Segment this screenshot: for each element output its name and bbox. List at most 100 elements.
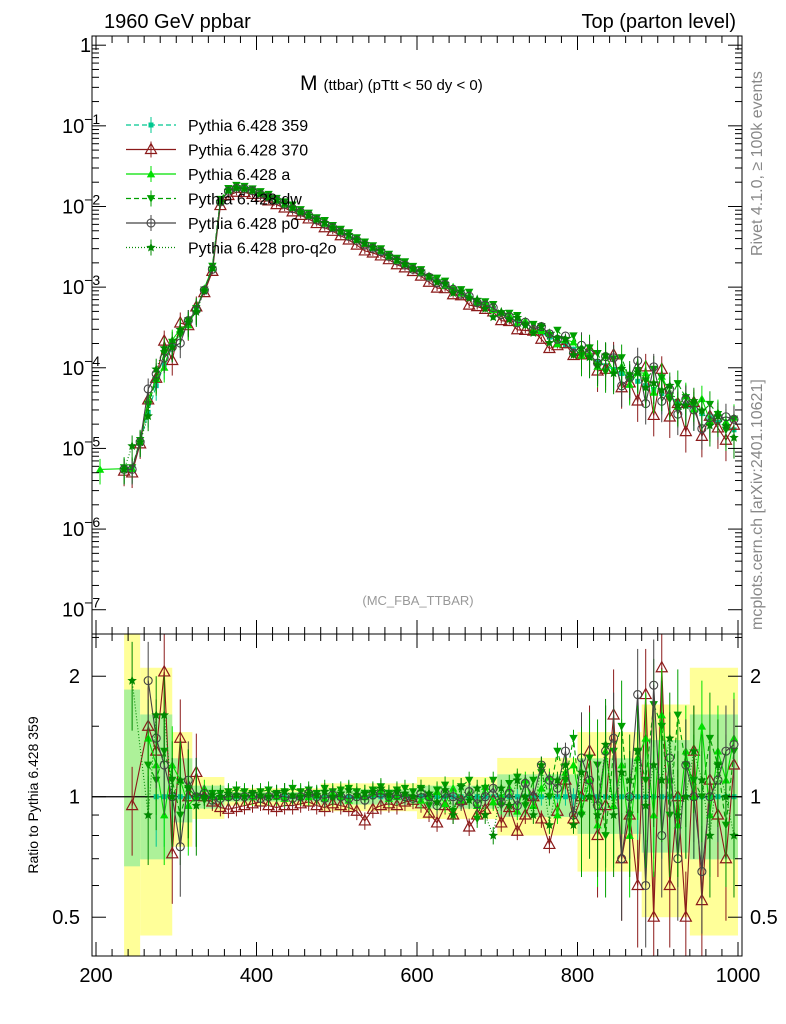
- ratio-point-2-53: [569, 760, 578, 769]
- ratio-point-5-39: [448, 810, 458, 820]
- series-point-4-76: [729, 414, 739, 424]
- ratio-point-3-47: [521, 802, 530, 810]
- series-point-1-64: [631, 393, 645, 406]
- series-point-1-41: [446, 287, 460, 300]
- ratio-point-4-39: [456, 797, 466, 807]
- ratio-tick-label-left-2: 2: [69, 666, 80, 688]
- ratio-point-5-30: [376, 783, 386, 793]
- series-point-5-69: [673, 400, 683, 410]
- legend: Pythia 6.428 359 Pythia 6.428 370 Pythia 6…: [126, 117, 337, 258]
- ratio-point-5-71: [705, 830, 715, 840]
- series-point-5-39: [432, 277, 442, 287]
- series-point-3-73: [705, 400, 715, 409]
- ratio-point-4-61: [633, 689, 643, 700]
- ratio-point-5-73: [721, 791, 731, 801]
- watermark: (MC_FBA_TTBAR): [362, 593, 473, 608]
- ratio-point-1-18: [278, 798, 292, 811]
- ratio-point-5-45: [496, 783, 506, 793]
- series-point-5-10: [199, 285, 210, 295]
- series-point-1-47: [494, 313, 508, 326]
- ratio-point-5-64: [649, 760, 659, 770]
- ratio-point-4-41: [472, 799, 482, 809]
- ratio-point-5-38: [440, 784, 450, 794]
- series-point-5-23: [303, 210, 314, 220]
- ratio-point-5-8: [199, 791, 210, 801]
- ratio-point-5-27: [352, 790, 362, 799]
- series-point-5-31: [368, 242, 378, 252]
- series-point-5-24: [311, 214, 322, 224]
- ratio-point-1-37: [430, 815, 444, 828]
- ratio-point-0-52: [570, 794, 576, 800]
- legend-label-2: Pythia 6.428 a: [188, 167, 290, 184]
- ratio-point-5-26: [344, 784, 354, 794]
- ratio-point-5-12: [231, 790, 242, 799]
- series-point-5-21: [287, 202, 298, 212]
- ratio-point-1-14: [245, 796, 260, 809]
- series-point-5-1: [127, 441, 137, 450]
- legend-marker-5: [146, 242, 156, 252]
- series-point-1-22: [294, 208, 308, 221]
- series-point-5-5: [159, 343, 169, 352]
- series-point-5-60: [600, 350, 611, 360]
- ratio-point-5-0: [127, 675, 137, 685]
- legend-label-5: Pythia 6.428 pro-q2o: [188, 241, 337, 258]
- ratio-point-4-58: [609, 733, 619, 743]
- legend-marker-2: [146, 169, 156, 178]
- ratio-tick-label-right-1: 1: [750, 787, 761, 809]
- ratio-point-3-66: [673, 711, 683, 720]
- series-point-5-34: [392, 255, 402, 265]
- series-point-5-48: [504, 314, 514, 324]
- series-point-5-74: [713, 411, 723, 421]
- rivet-label: Rivet 4.1.0, ≥ 100k events: [749, 71, 766, 256]
- series-point-3-51: [529, 320, 538, 329]
- series-point-1-38: [422, 274, 436, 287]
- ratio-point-1-16: [262, 798, 276, 811]
- ratio-point-5-22: [311, 790, 322, 799]
- legend-entry-3: Pythia 6.428 dw: [126, 190, 302, 209]
- ratio-point-1-50: [534, 811, 548, 824]
- ratio-point-3-57: [601, 832, 610, 840]
- series-ratio-5: [127, 641, 739, 898]
- x-tick-label-4: 1000: [716, 965, 761, 987]
- ratio-point-5-14: [247, 788, 258, 798]
- ratio-point-3-40: [464, 776, 474, 785]
- ratio-point-1-51: [542, 837, 556, 850]
- series-point-5-36: [408, 264, 418, 273]
- series-point-5-3: [143, 411, 153, 421]
- series-point-1-54: [550, 338, 564, 351]
- series-point-3-48: [505, 309, 514, 318]
- series-point-1-21: [286, 204, 300, 217]
- ratio-point-5-46: [504, 800, 514, 810]
- legend-entry-0: Pythia 6.428 359: [126, 117, 308, 135]
- ratio-point-1-19: [286, 798, 300, 811]
- plot-title-sub: (ttbar) (pTtt < 50 dy < 0): [324, 77, 483, 94]
- ratio-point-1-48: [518, 807, 532, 820]
- x-tick-label-1: 400: [240, 965, 273, 987]
- legend-label-0: Pythia 6.428 359: [188, 118, 308, 135]
- ratio-point-5-2: [151, 710, 161, 720]
- ratio-point-1-41: [462, 819, 476, 832]
- legend-marker-0: [148, 122, 154, 128]
- series-point-4-53: [544, 329, 554, 339]
- plot-title: M (ttbar) (pTtt < 50 dy < 0): [300, 72, 483, 95]
- series-point-4-1: [127, 464, 137, 474]
- ratio-panel: 200 400 600 800 1000 0.5 0.5 1 1 2 2 Ratio to Pyth…: [25, 633, 778, 987]
- ratio-tick-label-left-1: 1: [69, 787, 80, 809]
- series-point-5-30: [360, 238, 370, 248]
- ratio-tick-label-right-0: 0.5: [750, 907, 778, 929]
- series-point-5-4: [151, 364, 161, 374]
- ratio-point-5-56: [584, 791, 595, 801]
- plot-title-main: M: [300, 72, 318, 95]
- ratio-point-5-17: [271, 788, 282, 798]
- series-point-5-56: [568, 349, 579, 359]
- ratio-point-5-54: [568, 820, 579, 829]
- ratio-point-5-15: [255, 790, 266, 799]
- ratio-point-3-64: [657, 722, 666, 731]
- series-point-1-43: [462, 297, 476, 310]
- header-right: Top (parton level): [581, 11, 736, 33]
- ratio-point-5-10: [215, 791, 226, 801]
- ratio-point-5-65: [657, 775, 667, 785]
- ratio-point-1-33: [398, 794, 412, 807]
- ratio-point-5-25: [336, 788, 346, 798]
- series-point-3-46: [489, 300, 498, 309]
